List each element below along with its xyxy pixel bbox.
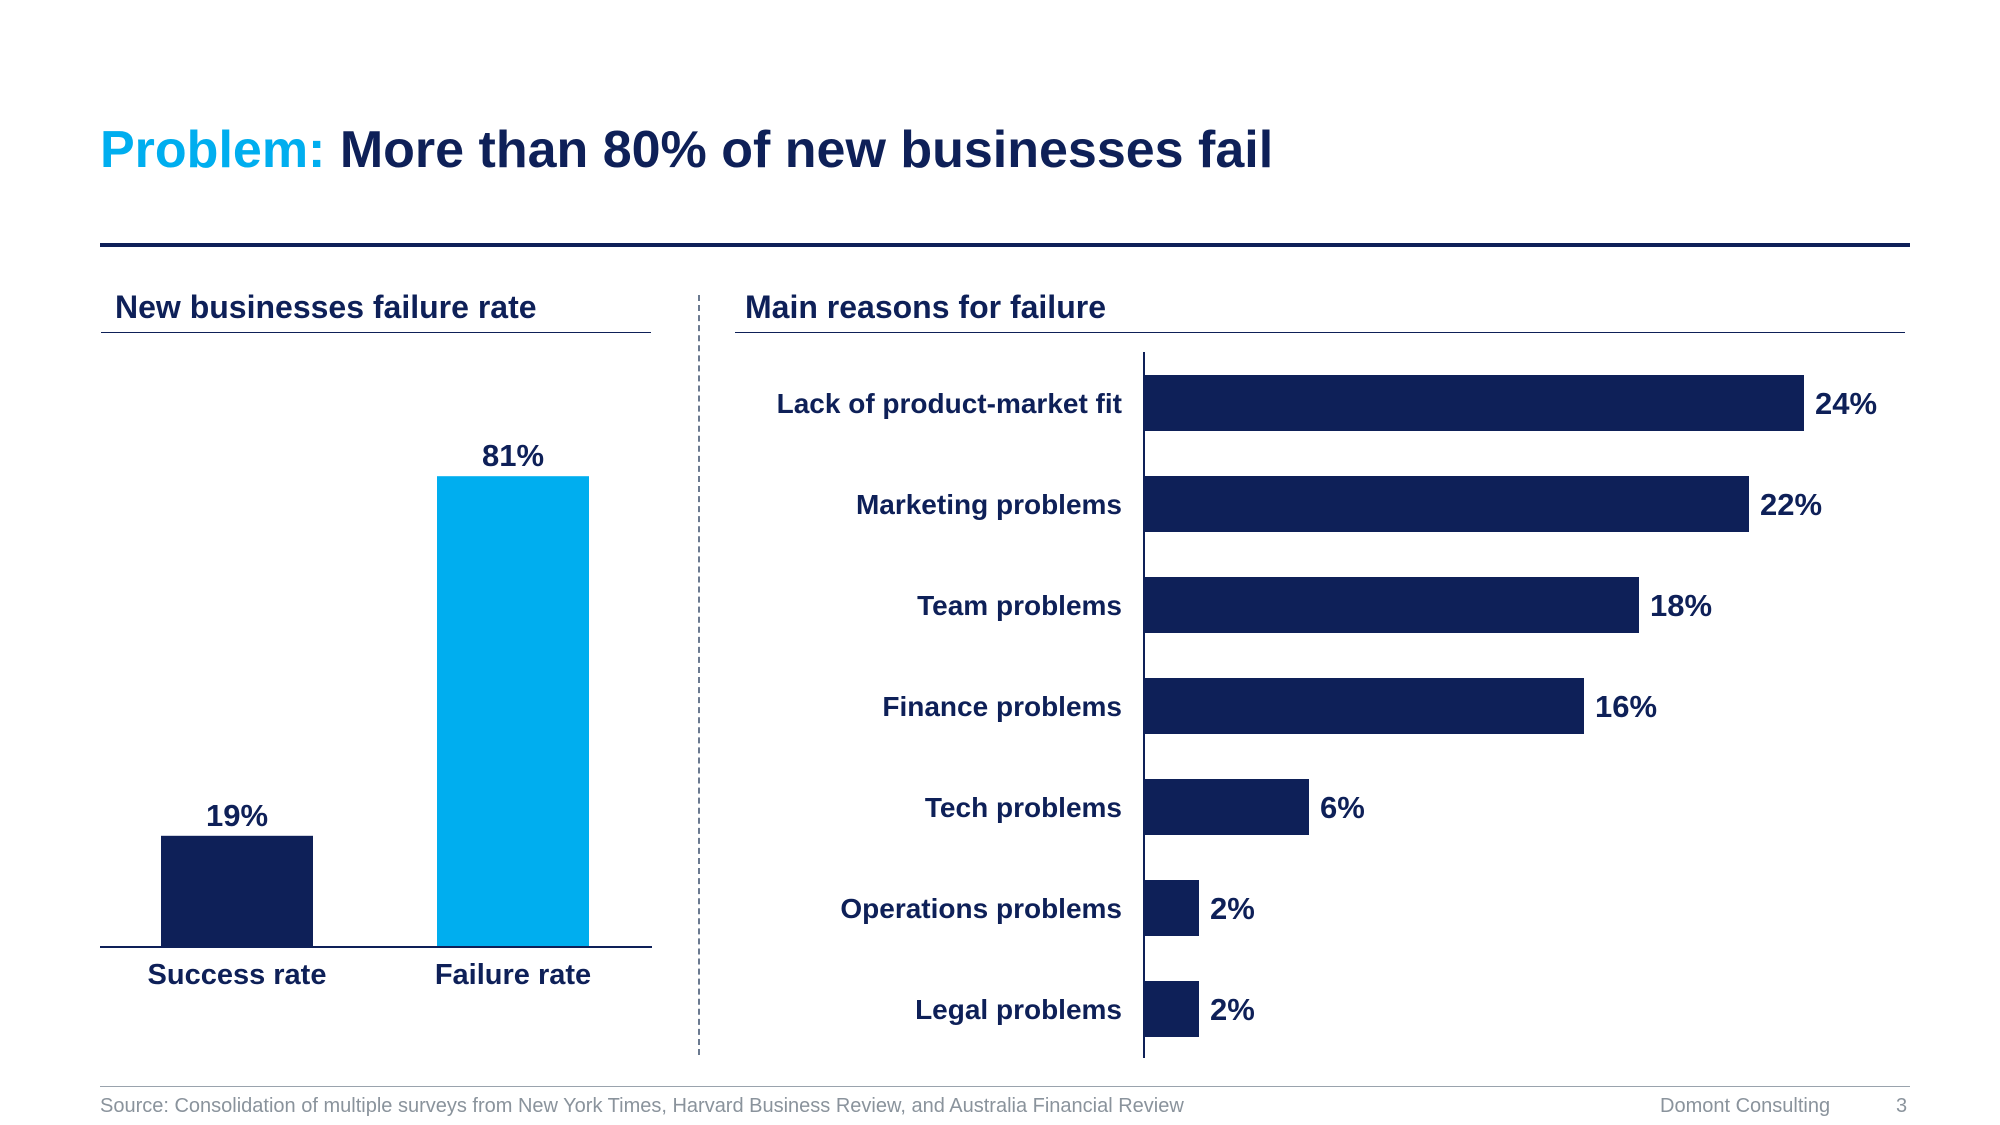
bar-legal-problems [1144,981,1199,1037]
bar-value-label: 19% [206,798,268,833]
footer-source: Source: Consolidation of multiple survey… [100,1095,1184,1117]
bar-value-label: 24% [1815,386,1877,421]
bar-value-label: 22% [1760,487,1822,522]
bar-team-problems [1144,577,1639,633]
bar-value-label: 16% [1595,689,1657,724]
title-rule [100,243,1910,247]
category-label: Lack of product-market fit [777,388,1122,419]
footer-company: Domont Consulting [1660,1095,1831,1117]
category-label: Legal problems [915,994,1122,1025]
right-chart-title-rule [735,332,1905,333]
category-label: Success rate [148,959,327,991]
category-label: Failure rate [435,959,591,991]
category-label: Marketing problems [856,489,1122,520]
bar-value-label: 2% [1210,992,1255,1027]
footer-page-number: 3 [1896,1095,1908,1117]
category-label: Finance problems [882,691,1122,722]
bar-tech-problems [1144,779,1309,835]
left-chart-title-rule [101,332,651,333]
bar-value-label: 6% [1320,790,1365,825]
page-title: Problem: More than 80% of new businesses… [100,120,1273,180]
bar-marketing-problems [1144,476,1749,532]
footer-rule [100,1086,1910,1087]
bar-value-label: 81% [482,438,544,473]
category-label: Tech problems [925,792,1122,823]
bar-value-label: 2% [1210,891,1255,926]
category-label: Operations problems [840,893,1122,924]
category-label: Team problems [917,590,1122,621]
bar-finance-problems [1144,678,1584,734]
section-divider [698,295,700,1055]
bar-lack-of-product-market-fit [1144,375,1804,431]
bar-operations-problems [1144,880,1199,936]
bar-failure-rate [437,476,589,946]
title-main: More than 80% of new businesses fail [325,121,1274,179]
bar-success-rate [161,835,313,946]
bar-value-label: 18% [1650,588,1712,623]
title-accent: Problem: [100,121,326,179]
left-chart-title: New businesses failure rate [115,289,537,325]
right-chart-title: Main reasons for failure [745,289,1106,325]
